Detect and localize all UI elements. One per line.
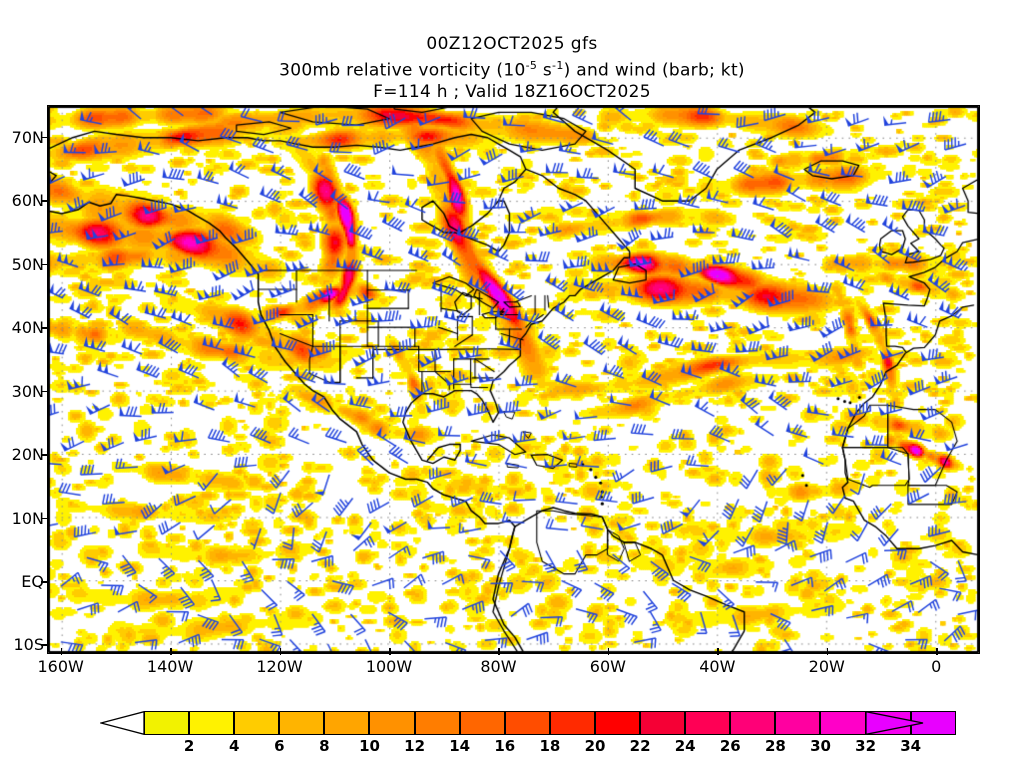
title-exponent-1: -5 xyxy=(525,59,538,72)
colorbar-cell-2 xyxy=(234,711,280,735)
colorbar-tick-10: 10 xyxy=(359,737,380,755)
colorbar-tick-34: 34 xyxy=(900,737,922,755)
vorticity-wind-map xyxy=(48,106,979,653)
x-tickmark xyxy=(170,648,172,655)
colorbar-tick-30: 30 xyxy=(810,737,831,755)
colorbar-cell-1 xyxy=(189,711,235,735)
y-tick-label-70N: 70N xyxy=(11,127,44,147)
y-tickmark xyxy=(41,644,48,646)
colorbar-tick-20: 20 xyxy=(584,737,606,755)
x-tick-label-0: 0 xyxy=(931,657,942,676)
colorbar-cell-3 xyxy=(279,711,325,735)
colorbar-cell-7 xyxy=(459,711,505,735)
colorbar-tick-24: 24 xyxy=(674,737,696,755)
title-variable-suffix: ) and wind (barb; kt) xyxy=(563,60,745,81)
x-tickmark xyxy=(389,648,391,655)
y-tickmark xyxy=(41,517,48,520)
colorbar-cell-4 xyxy=(324,711,370,735)
title-variable-label: 300mb relative vorticity (10-5 s-1) and … xyxy=(0,55,1024,82)
x-tickmark xyxy=(279,648,282,655)
colorbar-cell-0 xyxy=(144,711,190,735)
y-tick-label-EQ: EQ xyxy=(21,572,44,591)
x-tickmark xyxy=(498,648,500,655)
colorbar-tick-6: 6 xyxy=(274,737,285,755)
map-plot-area[interactable] xyxy=(47,105,980,654)
title-exponent-2: -1 xyxy=(552,59,564,72)
colorbar-tick-32: 32 xyxy=(855,737,877,755)
y-tickmark xyxy=(41,390,48,393)
y-tick-label-20N: 20N xyxy=(11,445,44,465)
y-tickmark xyxy=(41,454,48,456)
y-tickmark xyxy=(41,263,48,266)
title-block: 00Z12OCT2025 gfs 300mb relative vorticit… xyxy=(0,34,1024,103)
y-tickmark xyxy=(41,200,48,202)
x-tick-label-100W: 100W xyxy=(365,657,413,676)
colorbar-over-arrow xyxy=(866,711,924,735)
colorbar-tick-8: 8 xyxy=(319,737,330,755)
x-tickmark xyxy=(717,648,719,655)
title-variable-mid: s xyxy=(537,60,553,81)
colorbar-tick-12: 12 xyxy=(404,737,426,755)
x-tickmark xyxy=(60,648,63,655)
title-valid-label: F=114 h ; Valid 18Z16OCT2025 xyxy=(373,81,651,102)
x-tick-label-120W: 120W xyxy=(256,657,303,676)
colorbar-tick-18: 18 xyxy=(539,737,561,755)
colorbar-cell-6 xyxy=(414,711,460,735)
colorbar-tick-4: 4 xyxy=(228,737,240,755)
title-run-label: 00Z12OCT2025 gfs xyxy=(426,34,598,54)
colorbar-cell-14 xyxy=(775,711,821,735)
y-tick-label-40N: 40N xyxy=(11,318,44,338)
colorbar-cell-5 xyxy=(369,711,415,735)
colorbar-tick-22: 22 xyxy=(629,737,651,755)
y-tick-label-60N: 60N xyxy=(11,191,44,211)
y-tickmark xyxy=(41,581,48,583)
colorbar-cell-12 xyxy=(685,711,731,735)
colorbar-tick-16: 16 xyxy=(494,737,516,755)
colorbar-cell-9 xyxy=(549,711,595,735)
colorbar-cell-10 xyxy=(594,711,641,735)
y-tickmark xyxy=(41,136,48,139)
x-tickmark xyxy=(607,648,610,655)
x-tick-label-20W: 20W xyxy=(808,657,845,676)
colorbar-tick-28: 28 xyxy=(764,737,786,755)
x-tickmark xyxy=(936,648,938,655)
colorbar-tick-26: 26 xyxy=(719,737,741,755)
colorbar-tick-14: 14 xyxy=(449,737,471,755)
x-tickmark xyxy=(826,648,829,655)
colorbar-tick-2: 2 xyxy=(183,737,195,755)
y-tick-label-30N: 30N xyxy=(11,381,44,401)
colorbar-cell-8 xyxy=(504,711,550,735)
colorbar-cell-13 xyxy=(730,711,776,735)
y-tick-label-50N: 50N xyxy=(11,254,44,274)
x-tick-label-80W: 80W xyxy=(480,657,517,676)
x-tick-label-140W: 140W xyxy=(146,657,194,676)
title-variable-prefix: 300mb relative vorticity (10 xyxy=(279,60,526,81)
colorbar[interactable]: 2 4 6 8 10 12 14 16 18 20 22 24 26 28 30 32 34 xyxy=(0,703,1024,763)
y-tick-label-10N: 10N xyxy=(11,508,44,528)
colorbar-under-arrow xyxy=(100,711,145,735)
x-tick-label-160W: 160W xyxy=(37,657,84,676)
y-tick-label-10S: 10S xyxy=(13,635,44,655)
x-tick-label-40W: 40W xyxy=(699,657,736,676)
y-tickmark xyxy=(41,327,48,329)
colorbar-cell-15 xyxy=(820,711,866,735)
colorbar-cell-11 xyxy=(640,711,686,735)
colorbar-cells xyxy=(144,711,956,735)
x-tick-label-60W: 60W xyxy=(589,657,626,676)
